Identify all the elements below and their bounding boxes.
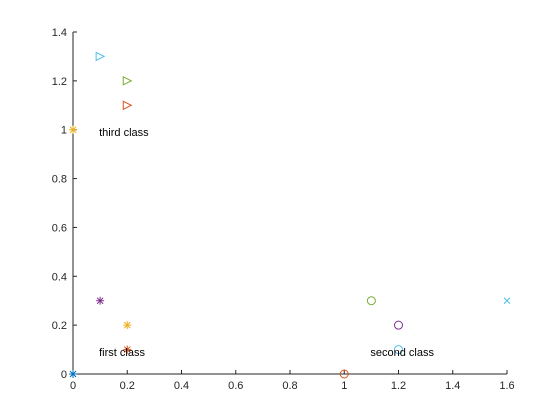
x-tick-label: 1.4 xyxy=(445,380,460,392)
y-tick-label: 0.8 xyxy=(52,174,67,186)
x-tick-label: 0.2 xyxy=(120,380,135,392)
y-tick-label: 1.4 xyxy=(52,27,67,39)
y-axis-ticks: 0 0.2 0.4 0.6 0.8 1 1.2 1.4 xyxy=(52,27,77,381)
y-tick-label: 0.4 xyxy=(52,271,67,283)
data-point-x xyxy=(503,297,511,305)
annotations: first class second class third class xyxy=(99,127,434,359)
data-point-circle xyxy=(394,345,403,355)
annotation-label: third class xyxy=(99,127,149,139)
x-tick-label: 1 xyxy=(341,380,347,392)
annotation-label: second class xyxy=(370,347,434,359)
x-tick-label: 1.6 xyxy=(499,380,514,392)
data-point-circle xyxy=(366,296,376,306)
x-tick-label: 0.6 xyxy=(228,380,243,392)
y-tick-label: 0.6 xyxy=(52,222,67,234)
data-point-asterisk xyxy=(69,125,77,134)
data-point-asterisk xyxy=(123,321,132,330)
x-axis-ticks: 0 0.2 0.4 0.6 0.8 1 1.2 1.4 1.6 xyxy=(70,370,515,392)
x-tick-label: 0.8 xyxy=(282,380,297,392)
annotation-label: first class xyxy=(99,347,145,359)
y-tick-label: 0.2 xyxy=(52,320,67,332)
y-tick-label: 1 xyxy=(61,125,67,137)
data-point-circle xyxy=(339,369,349,379)
axes xyxy=(72,32,507,375)
data-point-triangle-right xyxy=(122,76,133,86)
data-points xyxy=(69,51,511,379)
data-point-triangle-right xyxy=(95,51,106,62)
data-point-asterisk xyxy=(96,296,105,305)
x-tick-label: 0.4 xyxy=(174,380,189,392)
data-point-asterisk xyxy=(69,370,77,378)
y-tick-label: 1.2 xyxy=(52,76,67,88)
x-tick-label: 1.2 xyxy=(391,380,406,392)
y-tick-label: 0 xyxy=(61,369,67,381)
data-point-triangle-right xyxy=(122,100,133,111)
data-point-circle xyxy=(394,320,403,330)
data-point-asterisk xyxy=(123,345,132,354)
x-tick-label: 0 xyxy=(70,380,76,392)
